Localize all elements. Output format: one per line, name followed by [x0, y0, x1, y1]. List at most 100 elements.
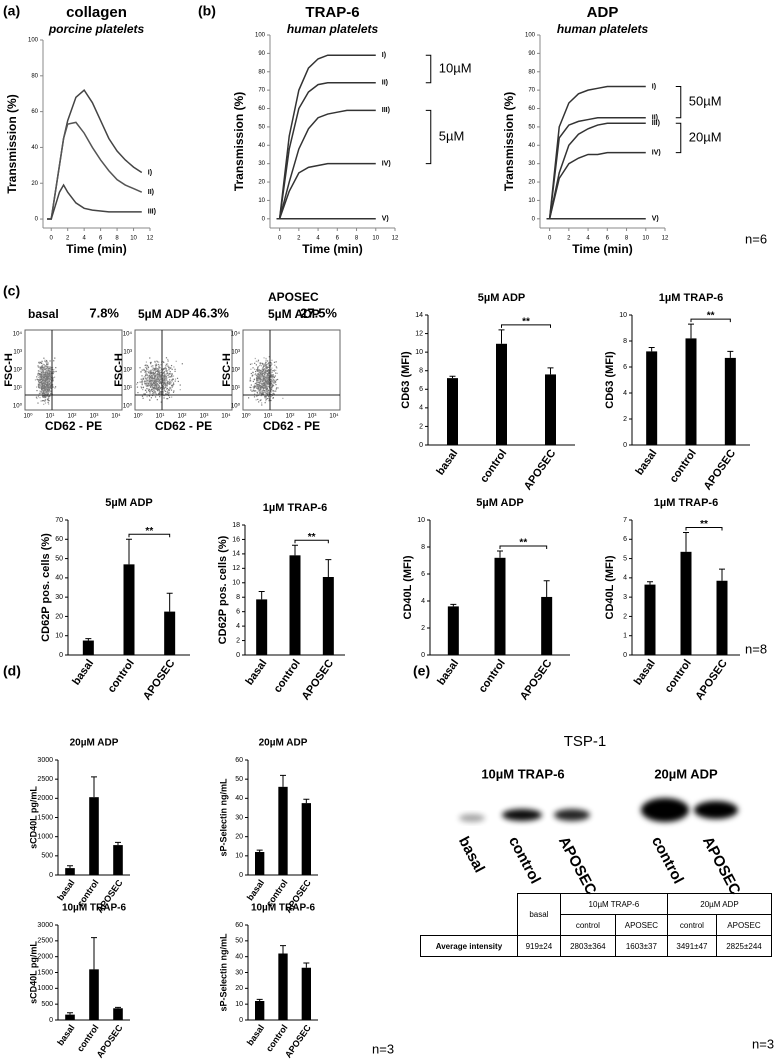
event-dot	[46, 387, 48, 389]
event-dot	[164, 380, 167, 382]
event-dot	[147, 376, 149, 378]
event-dot	[261, 393, 263, 395]
event-dot	[39, 368, 41, 370]
event-dot	[155, 386, 157, 388]
event-dot	[50, 391, 52, 393]
event-dot	[153, 372, 156, 375]
event-dot	[163, 383, 165, 385]
event-dot	[258, 386, 260, 389]
event-dot	[151, 376, 153, 378]
table-cell: 3491±47	[666, 935, 717, 957]
event-dot	[169, 379, 171, 381]
event-dot	[172, 378, 174, 380]
event-dot	[151, 383, 153, 385]
event-dot	[170, 387, 172, 389]
event-dot	[141, 369, 143, 371]
event-dot	[43, 389, 45, 391]
event-dot	[44, 367, 46, 369]
bar	[545, 374, 556, 445]
event-dot	[150, 386, 152, 388]
event-dot	[45, 377, 47, 380]
event-dot	[159, 375, 161, 377]
error-bar	[115, 1006, 121, 1009]
event-dot	[174, 368, 176, 370]
event-dot	[39, 361, 42, 364]
event-dot	[168, 381, 171, 383]
y-tick-label: 0	[239, 1017, 243, 1024]
event-dot	[37, 380, 40, 382]
event-dot	[268, 383, 270, 385]
event-dot	[273, 393, 275, 395]
event-dot	[49, 384, 51, 387]
significance-label: **	[522, 316, 530, 327]
bar	[494, 557, 506, 655]
y-tick-label: 70	[258, 88, 265, 94]
event-dot	[42, 379, 44, 382]
event-dot	[253, 390, 255, 393]
event-dot	[153, 382, 156, 384]
event-dot	[265, 380, 267, 382]
event-dot	[45, 385, 47, 388]
y-tick-label: 18	[232, 522, 240, 529]
x-tick-label: control	[663, 658, 694, 695]
event-dot	[43, 371, 45, 373]
event-dot	[165, 357, 168, 359]
event-dot	[144, 381, 146, 383]
chart-title: 5µM ADP	[478, 292, 526, 304]
flow-tick-label: 10⁰	[123, 403, 133, 410]
flow-tick-label: 10⁰	[13, 403, 23, 410]
event-dot	[151, 375, 153, 377]
event-dot	[155, 381, 157, 383]
event-dot	[43, 357, 45, 359]
chart-title: 10µM TRAP-6	[62, 903, 127, 914]
event-dot	[271, 381, 273, 384]
event-dot	[152, 387, 154, 389]
event-dot	[261, 383, 263, 385]
y-tick-label: 50	[258, 124, 265, 130]
event-dot	[44, 365, 46, 368]
event-dot	[268, 378, 270, 381]
event-dot	[261, 362, 264, 365]
event-dot	[250, 368, 252, 370]
event-dot	[149, 381, 151, 383]
event-dot	[162, 394, 165, 397]
event-dot	[43, 383, 46, 385]
event-dot	[268, 370, 270, 373]
event-dot	[49, 360, 51, 362]
event-dot	[148, 380, 150, 382]
event-dot	[150, 365, 153, 368]
event-dot	[261, 384, 263, 386]
event-dot	[255, 382, 257, 384]
event-dot	[268, 356, 270, 358]
event-dot	[162, 360, 164, 363]
event-dot	[37, 372, 40, 374]
event-dot	[262, 388, 264, 390]
event-dot	[44, 359, 46, 361]
event-dot	[273, 376, 275, 378]
event-dot	[262, 386, 264, 389]
event-dot	[177, 380, 179, 383]
event-dot	[151, 369, 153, 371]
event-dot	[153, 374, 155, 376]
event-dot	[145, 372, 147, 374]
event-dot	[40, 371, 43, 373]
event-dot	[148, 384, 150, 386]
series-label: II)	[382, 80, 388, 87]
event-dot	[154, 364, 157, 366]
flow-tick-label: 10¹	[123, 386, 132, 392]
event-dot	[262, 393, 264, 395]
event-dot	[169, 373, 171, 375]
y-tick-label: 8	[419, 368, 423, 375]
lane-label: control	[648, 834, 687, 887]
event-dot	[141, 375, 143, 377]
event-dot	[250, 384, 252, 386]
y-axis-label: sP-Selectin ng/mL	[218, 933, 228, 1012]
event-dot	[258, 390, 261, 392]
event-dot	[249, 386, 251, 389]
event-dot	[161, 374, 164, 376]
event-dot	[146, 387, 148, 390]
event-dot	[142, 386, 144, 389]
significance-bracket	[294, 539, 329, 544]
event-dot	[34, 379, 37, 381]
bracket-label: 5µM	[439, 128, 465, 143]
